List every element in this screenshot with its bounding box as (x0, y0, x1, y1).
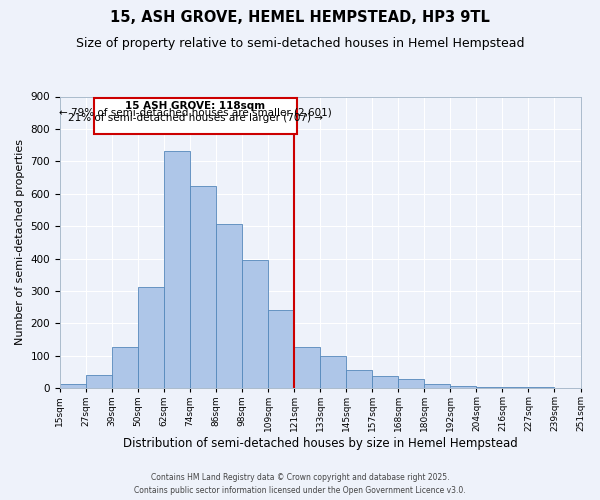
Bar (138, 286, 164, 388)
Bar (86, 375, 112, 388)
Bar (60, 384, 86, 388)
Text: 21% of semi-detached houses are larger (707) →: 21% of semi-detached houses are larger (… (68, 113, 323, 123)
Bar (268, 310, 294, 388)
Text: 15 ASH GROVE: 118sqm: 15 ASH GROVE: 118sqm (125, 102, 265, 112)
Bar (216, 224, 242, 388)
Bar (242, 260, 268, 388)
Bar (346, 370, 372, 388)
Bar (190, 186, 216, 388)
Bar (398, 380, 424, 388)
Bar (424, 384, 451, 388)
Text: ← 79% of semi-detached houses are smaller (2,601): ← 79% of semi-detached houses are smalle… (59, 107, 332, 117)
Bar (164, 150, 190, 388)
Text: Size of property relative to semi-detached houses in Hemel Hempstead: Size of property relative to semi-detach… (76, 38, 524, 51)
Text: 15, ASH GROVE, HEMEL HEMPSTEAD, HP3 9TL: 15, ASH GROVE, HEMEL HEMPSTEAD, HP3 9TL (110, 10, 490, 25)
Bar (294, 347, 320, 388)
FancyBboxPatch shape (94, 98, 297, 134)
Bar (451, 386, 476, 388)
Text: Contains HM Land Registry data © Crown copyright and database right 2025.
Contai: Contains HM Land Registry data © Crown c… (134, 474, 466, 495)
Bar (320, 356, 346, 388)
Bar (372, 376, 398, 388)
X-axis label: Distribution of semi-detached houses by size in Hemel Hempstead: Distribution of semi-detached houses by … (123, 437, 518, 450)
Bar (112, 346, 138, 388)
Bar (476, 386, 502, 388)
Y-axis label: Number of semi-detached properties: Number of semi-detached properties (15, 140, 25, 346)
